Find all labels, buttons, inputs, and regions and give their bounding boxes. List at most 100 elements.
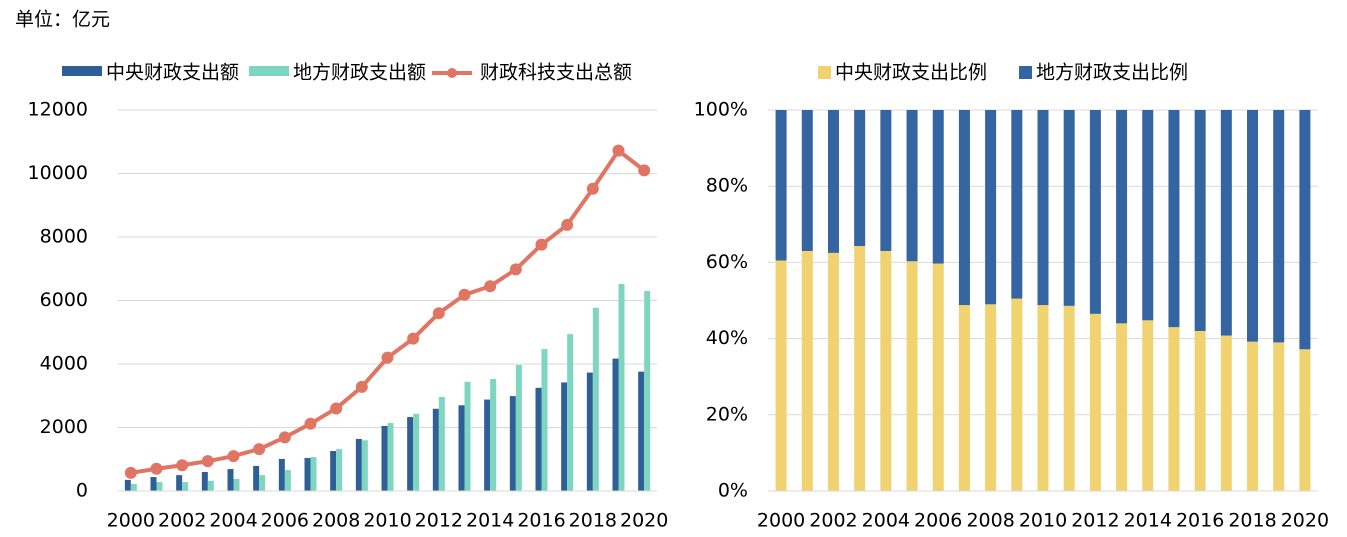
bar-segment xyxy=(1011,110,1023,299)
legend-label: 地方财政支出额 xyxy=(293,62,426,84)
legend-label: 地方财政支出比例 xyxy=(1036,62,1188,84)
bar xyxy=(413,413,420,491)
bar-segment xyxy=(1220,110,1232,336)
bar xyxy=(278,458,285,491)
bar-segment xyxy=(827,110,839,253)
bar-segment xyxy=(906,110,918,262)
y-tick-label: 100% xyxy=(694,99,748,121)
bar xyxy=(330,450,337,491)
line-marker xyxy=(432,307,445,320)
x-tick-label: 2002 xyxy=(809,510,857,532)
bar-segment xyxy=(775,110,787,261)
bar xyxy=(644,290,651,491)
bar-segment xyxy=(985,304,997,491)
legend-label: 财政科技支出总额 xyxy=(480,62,632,84)
legend-swatch xyxy=(62,66,102,76)
bar-segment xyxy=(1299,110,1311,350)
line-marker xyxy=(355,380,368,393)
x-tick-label: 2002 xyxy=(158,510,206,532)
bar xyxy=(438,397,445,491)
bar xyxy=(233,478,240,491)
bar-segment xyxy=(1142,320,1154,491)
x-tick-label: 2018 xyxy=(1228,510,1276,532)
x-tick-label: 2006 xyxy=(261,510,309,532)
bar-segment xyxy=(1089,313,1101,491)
bar xyxy=(336,449,343,491)
y-tick-label: 80% xyxy=(706,175,748,197)
bar xyxy=(182,482,189,491)
bar xyxy=(567,334,574,491)
bar xyxy=(432,408,439,491)
line-marker xyxy=(150,462,163,475)
bar xyxy=(592,307,599,491)
line-marker xyxy=(124,466,137,479)
bar-segment xyxy=(1037,305,1049,491)
bar-segment xyxy=(1168,327,1180,491)
bar xyxy=(227,469,234,491)
y-tick-label: 0 xyxy=(76,480,88,502)
bar xyxy=(464,381,471,491)
x-tick-label: 2006 xyxy=(914,510,962,532)
x-tick-label: 2020 xyxy=(1281,510,1329,532)
bar-segment xyxy=(1037,110,1049,306)
y-tick-label: 4000 xyxy=(40,353,88,375)
bar xyxy=(150,477,157,491)
line-marker xyxy=(458,288,471,301)
x-tick-label: 2004 xyxy=(209,510,257,532)
bar-segment xyxy=(1011,298,1023,491)
bar xyxy=(515,364,522,491)
line-marker xyxy=(381,351,394,364)
y-tick-label: 0% xyxy=(718,480,748,502)
legend-swatch xyxy=(1019,66,1033,79)
x-tick-label: 2016 xyxy=(1176,510,1224,532)
legend-label: 中央财政支出比例 xyxy=(835,62,987,84)
bar xyxy=(387,423,394,491)
bar-segment xyxy=(801,250,813,491)
line-marker xyxy=(561,218,574,231)
unit-label: 单位：亿元 xyxy=(15,9,110,31)
x-tick-label: 2008 xyxy=(312,510,360,532)
x-tick-label: 2008 xyxy=(966,510,1014,532)
bar-segment xyxy=(1194,110,1206,331)
line-marker xyxy=(304,417,317,430)
bar-segment xyxy=(854,246,866,491)
bar-segment xyxy=(985,110,997,305)
bar xyxy=(458,405,465,491)
line-marker xyxy=(253,443,266,456)
y-tick-label: 8000 xyxy=(40,226,88,248)
bar-segment xyxy=(1273,342,1285,491)
bar xyxy=(638,371,645,491)
bar-segment xyxy=(1063,305,1075,491)
bar-segment xyxy=(906,261,918,491)
line-marker xyxy=(612,144,625,157)
bar-segment xyxy=(1089,110,1101,314)
x-tick-label: 2010 xyxy=(1019,510,1067,532)
y-tick-label: 10000 xyxy=(28,162,88,184)
line-marker xyxy=(176,459,189,472)
legend-swatch xyxy=(818,66,831,79)
bar-segment xyxy=(1116,323,1128,491)
line-marker xyxy=(638,164,651,177)
line-marker xyxy=(278,431,291,444)
bar xyxy=(310,457,317,491)
x-tick-label: 2000 xyxy=(757,510,805,532)
bar-segment xyxy=(1220,335,1232,491)
bar xyxy=(253,465,260,491)
y-tick-label: 12000 xyxy=(28,99,88,121)
bar-segment xyxy=(958,305,970,491)
bar xyxy=(156,482,163,491)
x-tick-label: 2020 xyxy=(620,510,668,532)
legend-label: 中央财政支出额 xyxy=(106,62,239,84)
bar xyxy=(201,471,208,491)
bar xyxy=(586,372,593,491)
bar-segment xyxy=(880,250,892,491)
line-marker xyxy=(227,450,240,463)
bar xyxy=(407,417,414,491)
y-tick-label: 60% xyxy=(706,251,748,273)
x-tick-label: 2010 xyxy=(363,510,411,532)
bar xyxy=(490,378,497,491)
bar-segment xyxy=(932,263,944,491)
bar xyxy=(612,358,619,491)
bar-segment xyxy=(880,110,892,251)
